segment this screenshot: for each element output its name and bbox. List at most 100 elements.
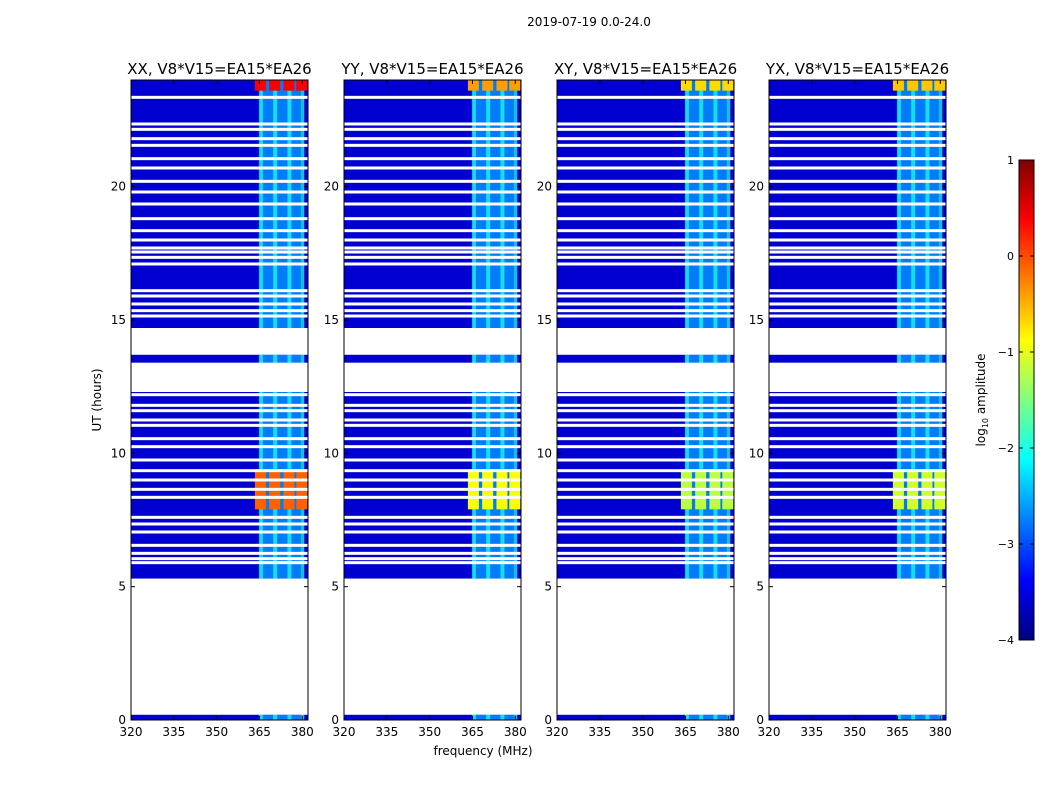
flagged-row-17: [769, 262, 946, 266]
flagged-row-33: [131, 487, 308, 491]
colorbar-label-main: amplitude: [974, 354, 988, 418]
x-tick-label: 320: [333, 725, 356, 739]
flagged-row-34: [769, 495, 946, 499]
flagged-row-5: [131, 143, 308, 147]
flagged-row-37: [557, 530, 734, 534]
flagged-row-33: [344, 487, 521, 491]
flagged-row-28: [131, 437, 308, 441]
flagged-row-39: [344, 551, 521, 555]
flagged-row-2: [769, 122, 946, 126]
y-tick-label: 10: [537, 446, 552, 460]
flagged-row-33: [557, 487, 734, 491]
y-tick-label: 10: [749, 446, 764, 460]
colorbar-gradient: [1018, 159, 1035, 641]
strong-rfi-1-3: [921, 80, 933, 91]
flagged-row-29: [557, 445, 734, 449]
strong-rfi-1-1: [892, 80, 904, 91]
strong-rfi-1-3: [496, 80, 508, 91]
data-span-1: [344, 714, 521, 720]
flagged-row-11: [344, 217, 521, 221]
panel-title: XX, V8*V15=EA15*EA26: [127, 60, 311, 78]
x-axis-label: frequency (MHz): [433, 744, 532, 758]
data-span-1: [557, 714, 734, 720]
colorbar-tick-label: −1: [998, 346, 1014, 359]
rfi-channel-2-1: [684, 354, 689, 579]
flagged-row-13: [344, 238, 521, 242]
flagged-row-22: [769, 314, 946, 318]
flagged-row-1: [557, 95, 734, 99]
x-tick-label: 350: [843, 725, 866, 739]
flagged-row-41: [131, 561, 308, 565]
flagged-row-34: [344, 495, 521, 499]
rfi-channel-2-4: [300, 354, 305, 579]
flagged-row-12: [769, 229, 946, 233]
flagged-row-6: [131, 157, 308, 161]
flagged-row-13: [131, 238, 308, 242]
flagged-row-9: [557, 190, 734, 194]
strong-rfi-1-3: [283, 80, 295, 91]
gap-span-2: [131, 362, 308, 392]
flagged-row-16: [344, 255, 521, 259]
flagged-row-36: [131, 522, 308, 526]
y-tick-label: 5: [756, 580, 764, 594]
flagged-row-2: [557, 122, 734, 126]
flagged-row-24: [557, 403, 734, 407]
gap-span-3: [557, 328, 734, 355]
rfi-channel-1-1: [471, 714, 476, 720]
panel-1: XX, V8*V15=EA15*EA26 320 335 350 365 380 0 5 10 1…: [111, 60, 314, 739]
x-tick-label: 380: [929, 725, 952, 739]
flagged-row-18: [557, 289, 734, 293]
flagged-row-16: [769, 255, 946, 259]
flagged-row-21: [131, 309, 308, 313]
flagged-row-11: [769, 217, 946, 221]
flagged-row-15: [344, 250, 521, 254]
flagged-row-22: [557, 314, 734, 318]
gap-span-2: [344, 362, 521, 392]
colorbar-tick-label: −3: [998, 538, 1014, 551]
flagged-row-5: [344, 143, 521, 147]
flagged-row-27: [557, 423, 734, 427]
flagged-row-41: [344, 561, 521, 565]
flagged-row-9: [344, 190, 521, 194]
strong-rfi-1-4: [934, 80, 946, 91]
flagged-row-6: [557, 157, 734, 161]
flagged-row-4: [344, 137, 521, 141]
y-tick-label: 15: [324, 313, 339, 327]
x-tick-label: 380: [717, 725, 740, 739]
flagged-row-17: [344, 262, 521, 266]
flagged-row-3: [557, 127, 734, 131]
flagged-row-10: [344, 202, 521, 206]
flagged-row-22: [131, 314, 308, 318]
flagged-row-13: [557, 238, 734, 242]
x-tick-label: 365: [674, 725, 697, 739]
flagged-row-19: [344, 294, 521, 298]
flagged-row-39: [769, 551, 946, 555]
y-tick-label: 15: [111, 313, 126, 327]
flagged-row-19: [769, 294, 946, 298]
y-tick-label: 0: [544, 713, 552, 727]
flagged-row-31: [557, 469, 734, 473]
flagged-row-37: [131, 530, 308, 534]
x-tick-label: 335: [588, 725, 611, 739]
flagged-row-15: [769, 250, 946, 254]
flagged-row-4: [131, 137, 308, 141]
x-tick-label: 350: [205, 725, 228, 739]
rfi-channel-2-3: [287, 354, 292, 579]
flagged-row-8: [557, 179, 734, 183]
flagged-row-1: [344, 95, 521, 99]
flagged-row-5: [769, 143, 946, 147]
flagged-row-25: [344, 409, 521, 413]
rfi-channel-2-3: [925, 354, 930, 579]
flagged-row-37: [769, 530, 946, 534]
gap-span-1: [557, 578, 734, 715]
flagged-row-30: [769, 458, 946, 462]
flagged-row-20: [557, 302, 734, 306]
rfi-channel-1-2: [486, 714, 491, 720]
flagged-row-40: [131, 557, 308, 561]
panel-title: YX, V8*V15=EA15*EA26: [765, 60, 949, 78]
gap-span-3: [769, 328, 946, 355]
y-tick-label: 20: [537, 180, 552, 194]
rfi-channel-1-2: [911, 714, 916, 720]
x-tick-label: 365: [248, 725, 271, 739]
y-tick-label: 20: [111, 180, 126, 194]
